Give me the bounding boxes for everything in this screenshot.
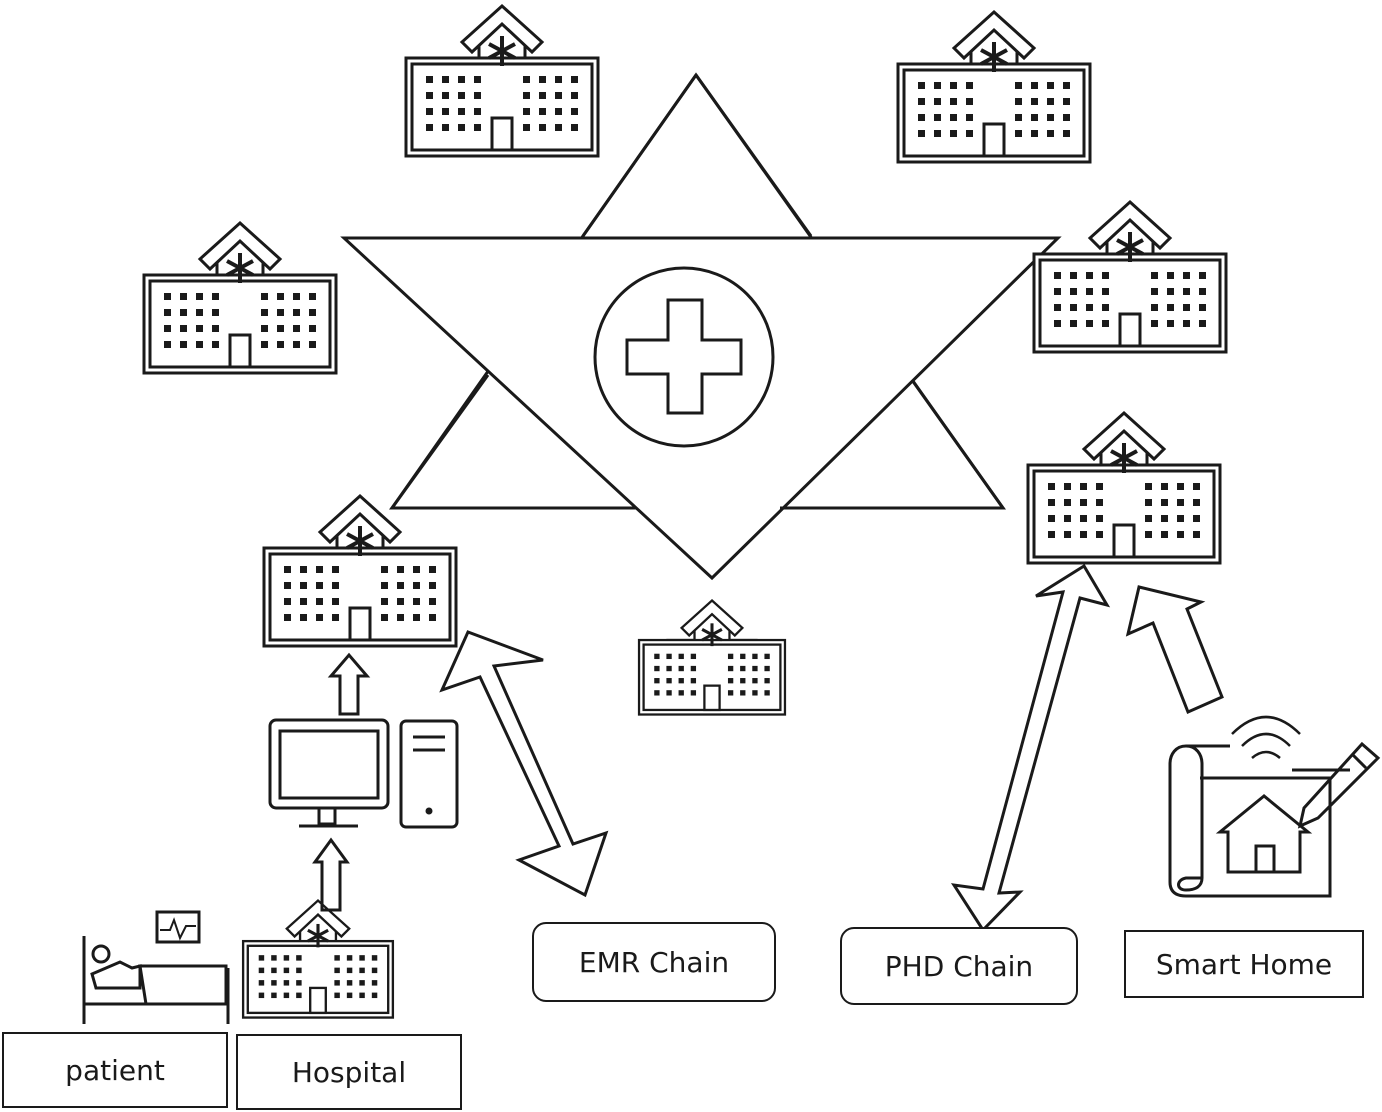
label-phd-chain: PHD Chain [840,927,1078,1005]
hospital-icon-top-right [896,10,1092,164]
emr-double-arrow [439,630,609,898]
arrow-up-to-computer [312,837,350,912]
hospital-icon-small [241,898,395,1020]
label-emr-chain: EMR Chain [532,922,776,1002]
hospital-icon-top-left [404,4,600,158]
wifi-signal-icon [1231,715,1301,759]
hospital-icon-bottom-center [637,599,787,717]
computer-tower-icon [399,719,459,829]
label-smart-home: Smart Home [1124,930,1364,998]
hospital-icon-phd [1026,411,1222,565]
hospital-icon-emr [262,494,458,648]
label-patient: patient [2,1032,228,1108]
hospital-icon-right [1032,200,1228,354]
arrow-up-to-hospital [327,652,371,716]
heart-monitor-icon [155,910,201,944]
computer-monitor-icon [268,718,390,828]
pencil-icon [1297,741,1381,829]
patient-bed-icon [82,936,230,1024]
smart-home-arrow [1125,585,1224,715]
phd-double-arrow [950,563,1111,933]
label-hospital: Hospital [236,1034,462,1110]
medical-cross-icon [593,266,775,448]
smart-home-blueprint-icon [1168,744,1350,898]
hospital-icon-left [142,221,338,375]
